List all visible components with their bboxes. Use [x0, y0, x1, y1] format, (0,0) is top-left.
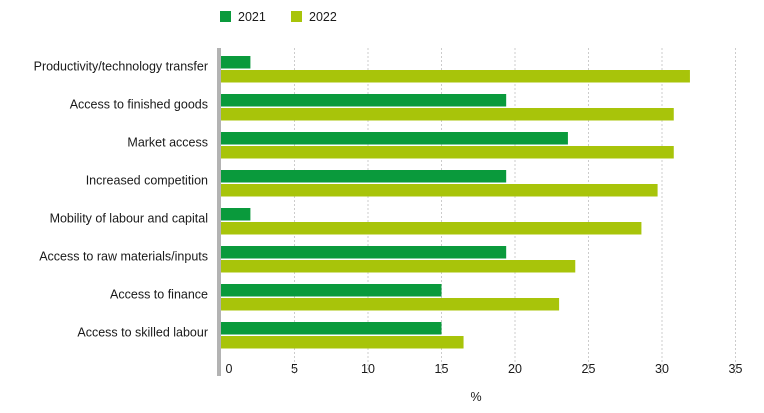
bar-2022-1 [221, 108, 674, 121]
category-label-3: Increased competition [86, 174, 208, 188]
category-labels: Productivity/technology transfer Access t… [34, 60, 208, 340]
gridlines [294, 48, 736, 376]
category-label-6: Access to finance [110, 288, 208, 302]
category-label-4: Mobility of labour and capital [50, 212, 208, 226]
category-label-5: Access to raw materials/inputs [39, 250, 208, 264]
x-tick-5: 5 [291, 362, 298, 376]
x-tick-20: 20 [508, 362, 522, 376]
bar-2021-3 [221, 170, 507, 183]
legend-label-2022: 2022 [309, 10, 337, 24]
category-label-7: Access to skilled labour [77, 326, 208, 340]
category-label-2: Market access [127, 136, 208, 150]
legend: 2021 2022 [220, 10, 337, 24]
bar-2021-7 [221, 322, 442, 335]
category-label-1: Access to finished goods [70, 98, 208, 112]
bar-2021-5 [221, 246, 507, 259]
bar-2022-4 [221, 222, 642, 235]
bar-2021-4 [221, 208, 251, 221]
legend-label-2021: 2021 [238, 10, 266, 24]
x-tick-0: 0 [226, 362, 233, 376]
bar-2021-0 [221, 56, 251, 69]
bar-2021-2 [221, 132, 568, 145]
bar-2022-2 [221, 146, 674, 159]
bar-2022-7 [221, 336, 464, 349]
bar-2022-3 [221, 184, 658, 197]
x-tick-35: 35 [729, 362, 743, 376]
bar-2021-1 [221, 94, 507, 107]
x-tick-10: 10 [361, 362, 375, 376]
legend-swatch-2022 [291, 11, 302, 22]
y-axis-line [217, 48, 221, 376]
category-label-0: Productivity/technology transfer [34, 60, 208, 74]
x-tick-30: 30 [655, 362, 669, 376]
legend-swatch-2021 [220, 11, 231, 22]
bar-2021-6 [221, 284, 442, 297]
bar-2022-6 [221, 298, 560, 311]
x-tick-labels: 0 5 10 15 20 25 30 35 [226, 362, 743, 376]
x-axis-title: % [470, 390, 481, 404]
x-tick-25: 25 [582, 362, 596, 376]
bar-2022-0 [221, 70, 690, 83]
x-tick-15: 15 [435, 362, 449, 376]
bars [221, 56, 690, 349]
bar-2022-5 [221, 260, 576, 273]
